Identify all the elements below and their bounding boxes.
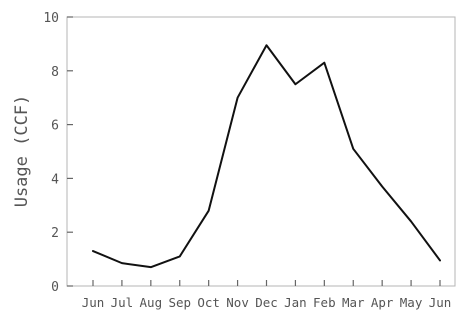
plot-area: [66, 16, 456, 287]
y-axis: 0 2 4 6 8 10: [43, 11, 73, 295]
y-tick-label: 10: [43, 11, 59, 26]
x-tick-label: Jun: [82, 295, 105, 310]
x-tick-label: Dec: [255, 295, 278, 310]
x-tick-label: Oct: [197, 295, 220, 310]
y-tick-label: 2: [51, 226, 59, 241]
y-tick-label: 6: [51, 119, 59, 134]
x-tick-label: Feb: [313, 295, 336, 310]
y-tick-label: 0: [51, 280, 59, 295]
series-group: [92, 44, 441, 269]
x-tick-label: Jan: [284, 295, 307, 310]
x-tick-label: Nov: [226, 295, 249, 310]
y-axis-label: Usage (CCF): [12, 95, 32, 208]
x-tick-label: Jul: [111, 295, 134, 310]
x-axis: Jun Jul Aug Sep Oct Nov Dec Jan Feb Mar Apr May Jun: [82, 280, 452, 310]
series-line-usage: [92, 44, 441, 269]
x-tick-label: Mar: [342, 295, 365, 310]
y-tick-label: 8: [51, 65, 59, 80]
x-tick-label: Jun: [429, 295, 452, 310]
y-tick-label: 4: [51, 172, 59, 187]
x-tick-label: Sep: [168, 295, 191, 310]
x-tick-label: May: [400, 295, 423, 310]
x-tick-label: Aug: [140, 295, 163, 310]
x-tick-label: Apr: [371, 295, 394, 310]
